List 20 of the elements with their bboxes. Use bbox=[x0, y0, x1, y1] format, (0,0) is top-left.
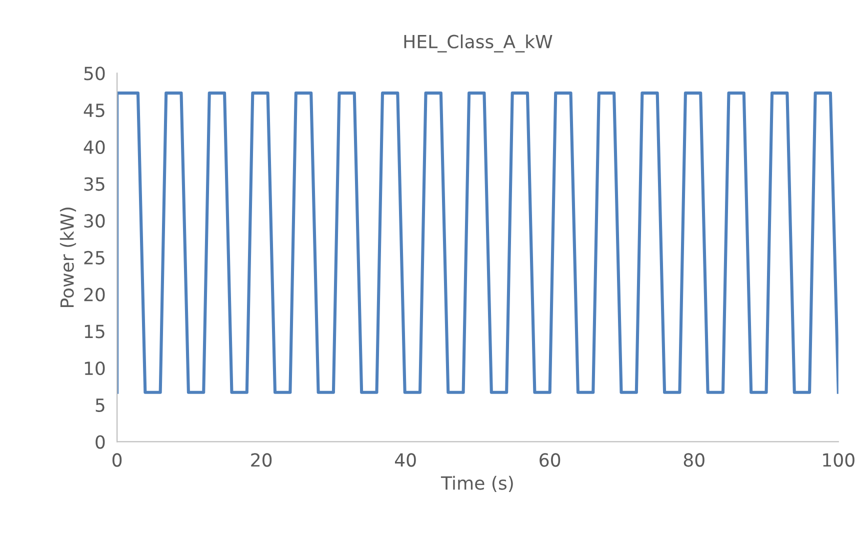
x-tick-label: 80 bbox=[684, 453, 704, 467]
y-axis-title: Power (kW) bbox=[60, 208, 76, 308]
y-tick-label: 40 bbox=[84, 140, 105, 154]
y-tick-label: 45 bbox=[84, 104, 104, 118]
x-tick-label: 100 bbox=[823, 453, 854, 467]
y-tick-label: 10 bbox=[84, 361, 105, 376]
x-tick-label: 20 bbox=[251, 453, 272, 467]
x-axis-title: Time (s) bbox=[440, 476, 513, 492]
x-tick-label: 40 bbox=[394, 453, 416, 467]
y-tick-label: 20 bbox=[84, 288, 105, 302]
y-tick-label: 15 bbox=[84, 324, 104, 338]
chart-title: HEL_Class_A_kW bbox=[404, 34, 552, 52]
y-tick-label: 35 bbox=[84, 177, 104, 191]
x-tick-label: 60 bbox=[540, 453, 560, 467]
y-tick-label: 50 bbox=[84, 66, 105, 80]
y-tick-label: 5 bbox=[96, 398, 104, 412]
x-tick-label: 0 bbox=[112, 453, 122, 467]
y-tick-label: 0 bbox=[96, 435, 105, 449]
y-tick-label: 30 bbox=[84, 214, 105, 228]
y-tick-label: 25 bbox=[84, 250, 104, 265]
